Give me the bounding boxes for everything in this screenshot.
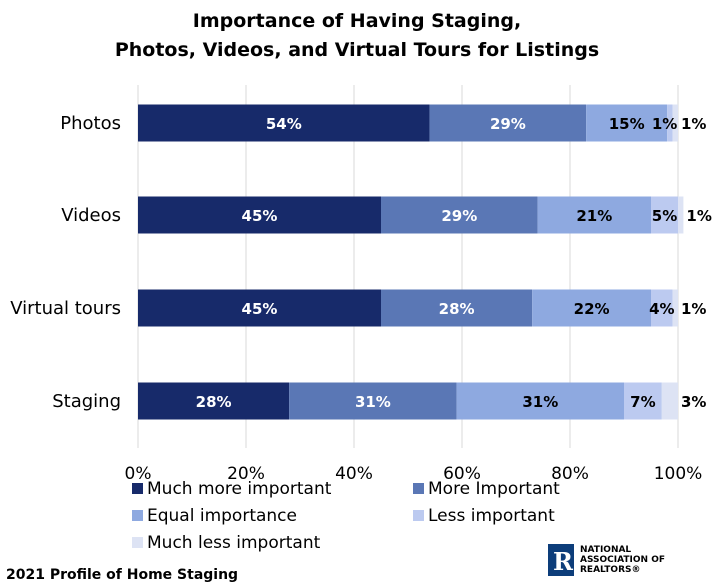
category-label: Staging <box>52 391 121 412</box>
realtor-r-icon: R <box>548 544 574 576</box>
x-tick-label: 100% <box>654 464 703 484</box>
title-line: Photos, Videos, and Virtual Tours for Li… <box>115 39 599 61</box>
bars: 54% 29% 15% 1% 1%45% 29% 21% 5% 1%45% 28% 22% 4% 1%2… <box>138 104 712 420</box>
bar-segment <box>651 289 673 327</box>
bar-segment <box>624 382 662 420</box>
legend-label: Less important <box>428 506 555 526</box>
data-label: 1% <box>681 115 706 133</box>
legend-swatch <box>132 483 143 494</box>
legend-swatch <box>413 510 424 521</box>
source-footer: 2021 Profile of Home Staging <box>6 567 239 583</box>
data-label: 29% <box>441 207 477 225</box>
data-label: 15% <box>609 115 645 133</box>
data-label: 31% <box>522 393 558 411</box>
bar-segment <box>537 196 651 234</box>
legend-label: Much less important <box>147 533 321 553</box>
category-label: Videos <box>61 205 121 226</box>
data-label: 21% <box>576 207 612 225</box>
data-label: 28% <box>196 393 232 411</box>
data-label: 28% <box>439 300 475 318</box>
bar-segment <box>381 196 538 234</box>
legend-swatch <box>132 510 143 521</box>
title-line: Importance of Having Staging, <box>193 10 521 32</box>
category-label: Photos <box>60 113 121 134</box>
x-tick-label: 60% <box>443 464 481 484</box>
bar-segment <box>456 382 624 420</box>
data-label: 3% <box>681 393 706 411</box>
data-label: 29% <box>490 115 526 133</box>
bar-segment <box>651 196 678 234</box>
data-label: 1% <box>686 207 711 225</box>
x-tick-label: 40% <box>335 464 373 484</box>
legend-swatch <box>132 537 143 548</box>
realtors-logo: R NATIONAL ASSOCIATION OF REALTORS® <box>548 544 708 578</box>
bar-segment <box>138 104 430 142</box>
legend-swatch <box>413 483 424 494</box>
bar-segment <box>532 289 651 327</box>
data-label: 5% <box>652 207 677 225</box>
x-tick-label: 0% <box>125 464 152 484</box>
bar-segment <box>667 104 673 142</box>
legend: Much more important More Important Equal i… <box>132 479 560 553</box>
x-tick-label: 80% <box>551 464 589 484</box>
logo-wordmark: NATIONAL ASSOCIATION OF REALTORS® <box>580 545 665 575</box>
data-label: 7% <box>630 393 655 411</box>
data-label: 54% <box>266 115 302 133</box>
data-label: 31% <box>355 393 391 411</box>
bar-segment <box>678 196 684 234</box>
legend-label: Equal importance <box>147 506 297 526</box>
bar-segment <box>138 196 381 234</box>
x-tick-labels: 0% 20% 40% 60% 80% 100% <box>125 464 703 484</box>
bar-segment <box>672 104 678 142</box>
category-label: Virtual tours <box>10 298 121 319</box>
bar-segment <box>429 104 587 142</box>
data-label: 4% <box>649 300 674 318</box>
x-tick-label: 20% <box>227 464 265 484</box>
bar-segment <box>289 382 457 420</box>
category-labels: Photos Videos Virtual tours Staging <box>10 113 121 412</box>
data-label: 1% <box>652 115 677 133</box>
chart-title: Importance of Having Staging, Photos, Vid… <box>115 10 599 61</box>
bar-segment <box>586 104 668 142</box>
bar-segment <box>138 382 290 420</box>
data-label: 45% <box>242 300 278 318</box>
legend-label: More Important <box>428 479 560 499</box>
data-label: 45% <box>242 207 278 225</box>
legend-label: Much more important <box>147 479 332 499</box>
bar-segment <box>138 289 381 327</box>
data-label: 22% <box>574 300 610 318</box>
bar-segment <box>672 289 678 327</box>
data-label: 1% <box>681 300 706 318</box>
bar-segment <box>381 289 533 327</box>
bar-segment <box>661 382 678 420</box>
